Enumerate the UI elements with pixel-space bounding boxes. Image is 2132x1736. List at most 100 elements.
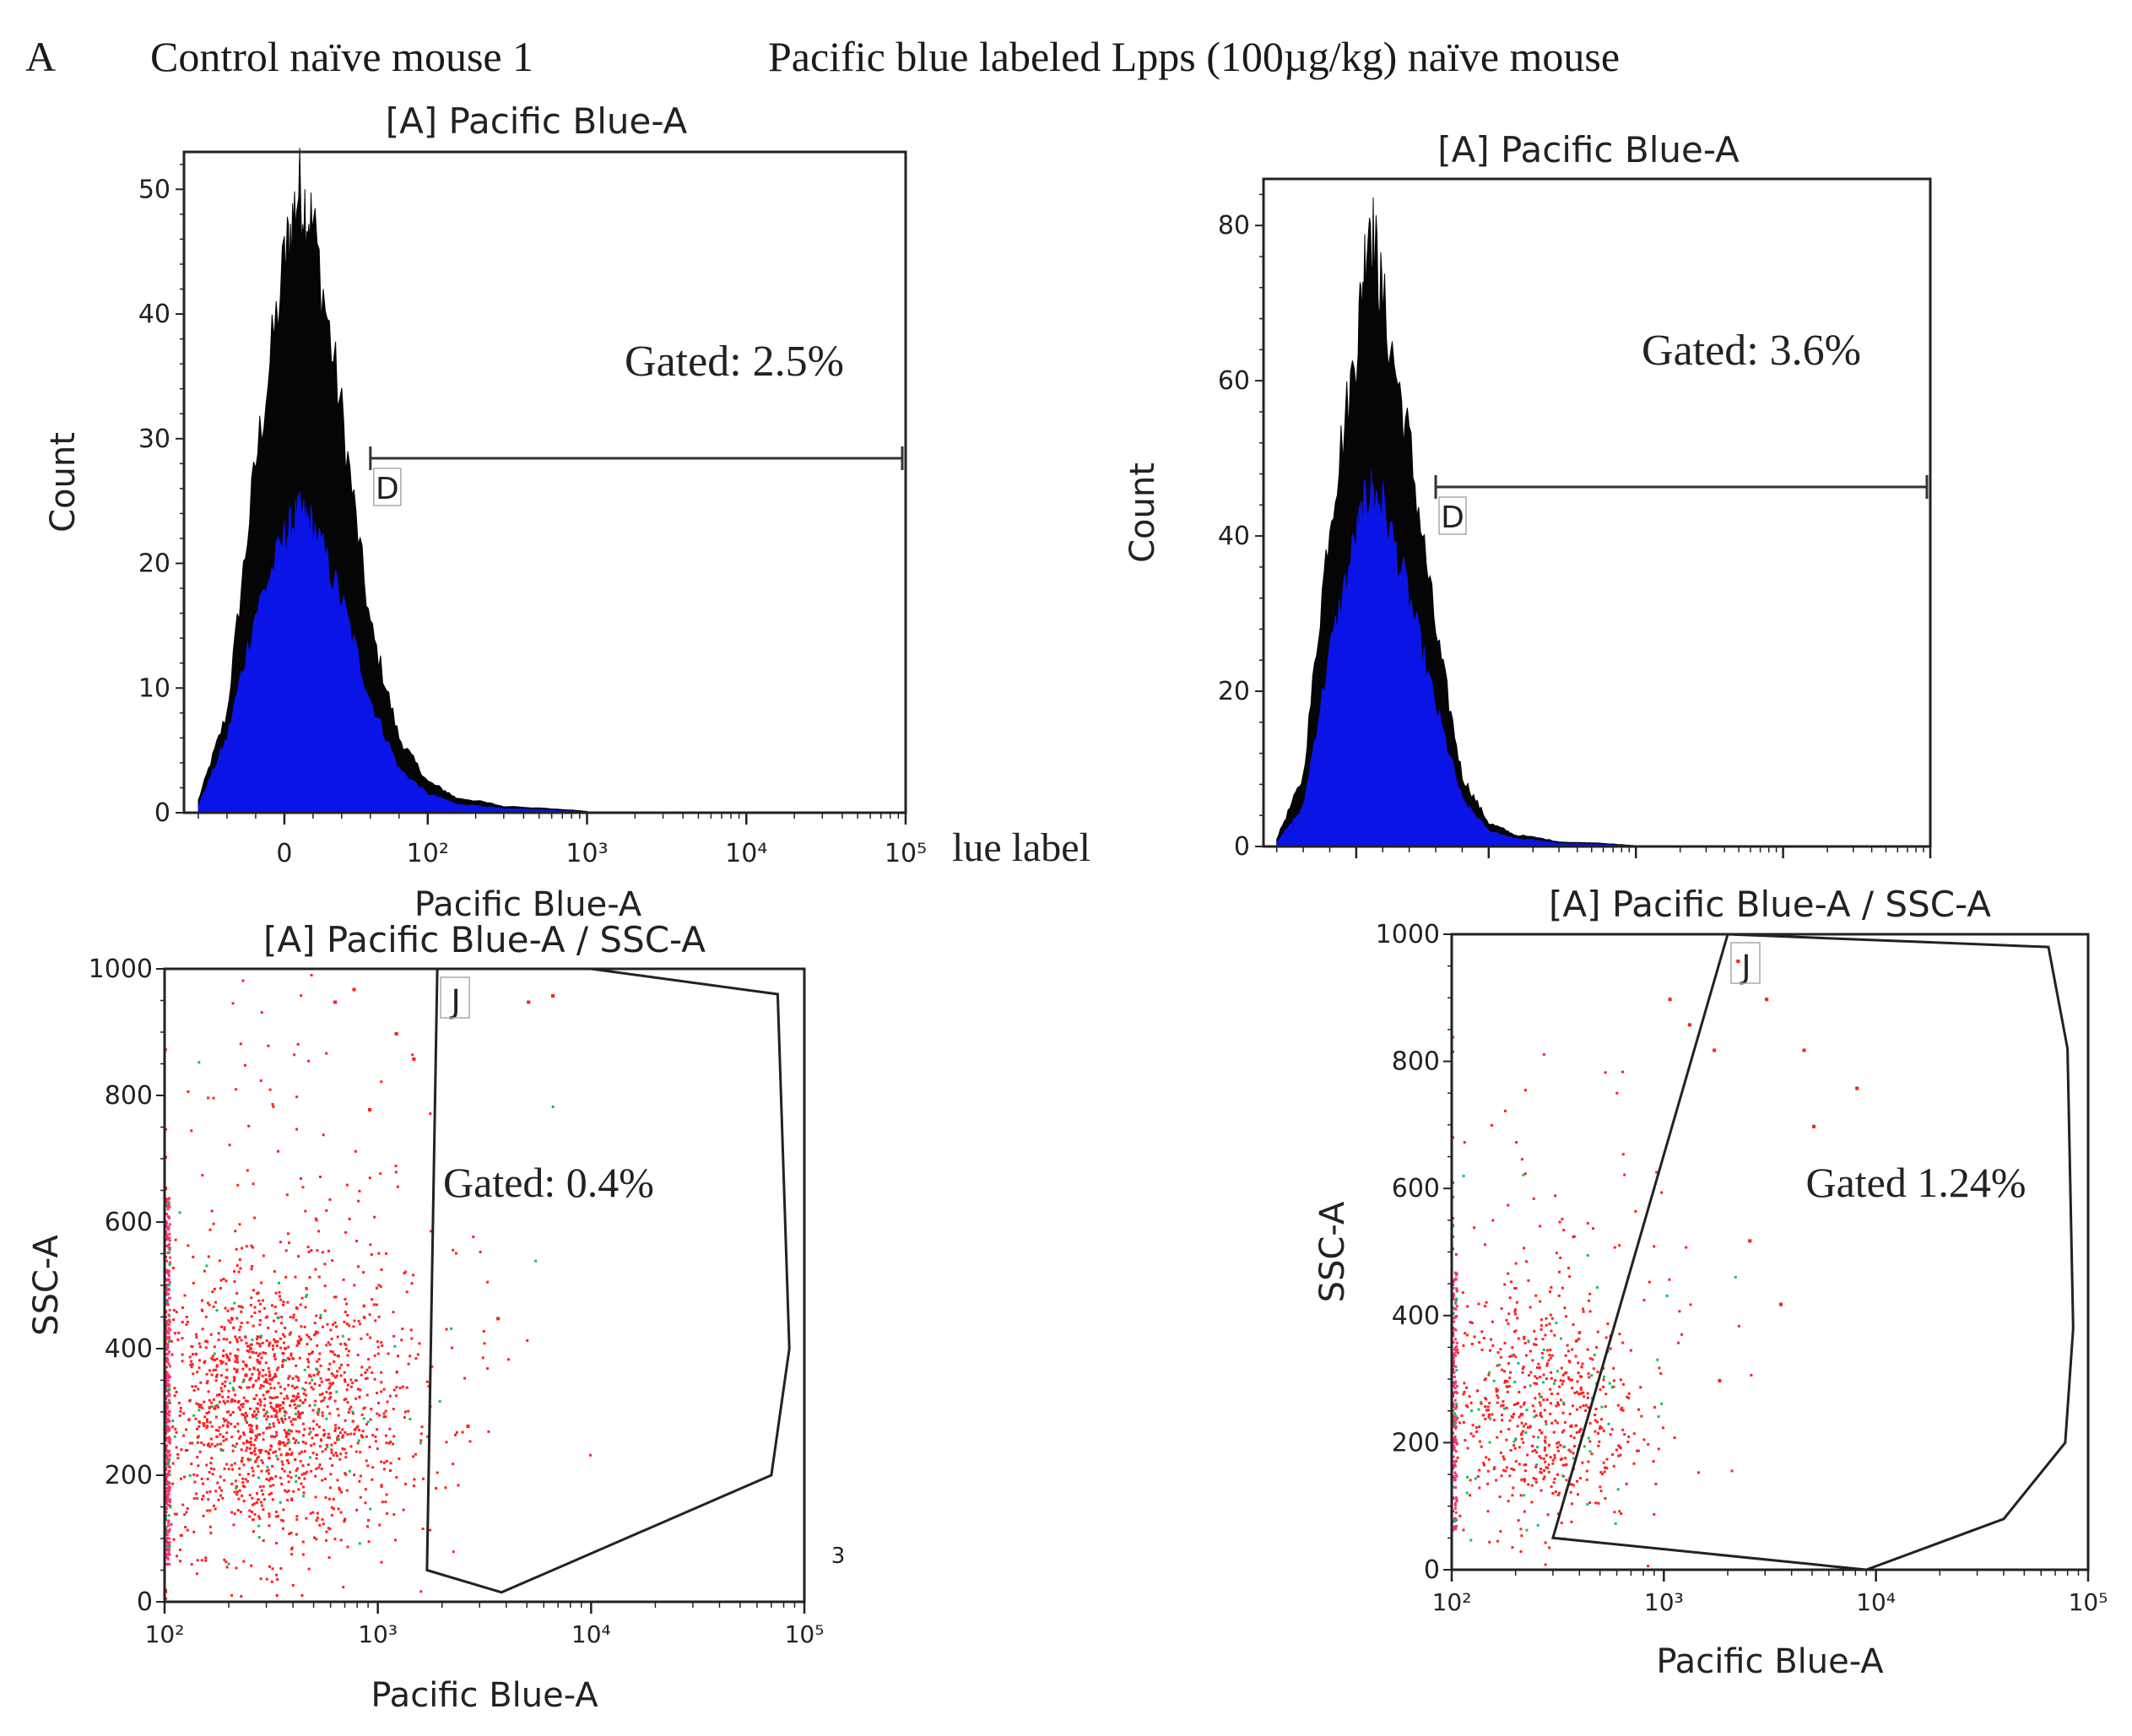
event-dot (284, 1417, 287, 1420)
event-dot (1576, 1380, 1579, 1383)
event-dot (1501, 1419, 1504, 1422)
event-dot (272, 1344, 274, 1348)
event-dot (420, 1425, 424, 1429)
event-dot (251, 1372, 254, 1376)
event-dot (387, 1352, 390, 1355)
event-dot (219, 1279, 223, 1282)
edge-event-dot (1453, 1435, 1457, 1438)
event-dot (220, 1449, 224, 1452)
edge-event-dot (167, 1327, 170, 1330)
event-dot (1561, 1430, 1564, 1434)
event-dot (364, 1371, 367, 1374)
event-dot (1556, 1441, 1559, 1445)
event-dot (235, 1360, 239, 1364)
event-dot (236, 1430, 240, 1433)
event-dot (205, 1463, 208, 1467)
event-dot (1548, 1546, 1551, 1549)
event-dot (276, 1578, 279, 1582)
event-dot (1665, 1294, 1669, 1297)
edge-event-dot (1453, 1464, 1457, 1468)
event-dot (289, 1316, 292, 1319)
event-dot (1623, 1433, 1626, 1436)
event-dot (265, 1339, 268, 1343)
edge-event-dot (165, 1268, 169, 1272)
event-dot (1627, 1436, 1631, 1438)
event-dot (253, 1306, 257, 1309)
event-dot (212, 1398, 215, 1401)
event-dot (308, 1382, 311, 1385)
event-dot (238, 1328, 241, 1332)
event-dot (244, 1419, 247, 1422)
event-dot (1512, 1403, 1516, 1406)
event-dot (257, 1410, 260, 1414)
event-dot (1544, 1441, 1547, 1444)
event-dot (1542, 1398, 1545, 1402)
event-dot (345, 1183, 349, 1187)
event-dot (291, 1357, 295, 1360)
outlier-dot (1765, 998, 1769, 1002)
event-dot (1584, 1403, 1588, 1407)
event-dot (272, 1422, 275, 1425)
event-dot (204, 1556, 208, 1560)
event-dot (1496, 1436, 1499, 1439)
event-dot (1562, 1229, 1566, 1232)
event-dot (1653, 1245, 1656, 1248)
event-dot (234, 1399, 236, 1403)
edge-event-dot (168, 1281, 171, 1284)
event-dot (1524, 1431, 1528, 1434)
gate-name: D (1441, 500, 1464, 535)
event-dot (219, 1387, 223, 1390)
event-dot (206, 1444, 209, 1447)
event-dot (1616, 1488, 1620, 1491)
event-dot (384, 1415, 387, 1419)
edge-event-dot (1453, 1506, 1457, 1510)
event-dot (259, 1336, 262, 1339)
event-dot (1475, 1389, 1479, 1393)
event-dot (279, 1453, 283, 1457)
event-dot (341, 1334, 344, 1338)
event-dot (287, 1345, 290, 1349)
event-dot (219, 1489, 223, 1492)
event-dot (165, 1366, 168, 1369)
event-dot (241, 1403, 245, 1406)
event-dot (385, 1459, 388, 1463)
event-dot (190, 1463, 193, 1466)
event-dot (268, 1472, 270, 1475)
event-dot (1554, 1490, 1557, 1494)
histogram-title: [A] Pacific Blue-A (1437, 129, 1740, 170)
event-dot (329, 1395, 333, 1398)
event-dot (1456, 1416, 1459, 1420)
edge-event-dot (165, 1529, 169, 1533)
edge-event-dot (1453, 1502, 1457, 1506)
event-dot (342, 1586, 345, 1589)
event-dot (1578, 1375, 1582, 1378)
edge-event-dot (165, 1385, 169, 1388)
event-dot (262, 1385, 265, 1388)
edge-event-dot (165, 1552, 168, 1555)
event-dot (1518, 1463, 1521, 1466)
event-dot (1556, 1393, 1560, 1395)
event-dot (273, 1319, 275, 1322)
edge-event-dot (1453, 1520, 1456, 1522)
event-dot (355, 1240, 359, 1242)
y-axis-label: SSC-A (1313, 1201, 1352, 1302)
event-dot (260, 1489, 263, 1492)
event-dot (333, 1538, 337, 1541)
edge-event-dot (1455, 1289, 1458, 1291)
event-dot (235, 1485, 238, 1488)
edge-event-dot (166, 1472, 170, 1475)
event-dot (349, 1432, 353, 1436)
event-dot (1634, 1209, 1637, 1213)
event-dot (317, 1409, 321, 1413)
event-dot (1512, 1440, 1516, 1443)
event-dot (275, 1430, 279, 1434)
event-dot (1495, 1387, 1498, 1391)
event-dot (315, 1538, 318, 1541)
event-dot (286, 1459, 289, 1462)
event-dot (262, 1431, 265, 1435)
event-dot (1514, 1329, 1518, 1333)
event-dot (368, 1313, 371, 1317)
event-dot (288, 1416, 291, 1420)
event-dot (311, 1511, 315, 1514)
event-dot (249, 1430, 252, 1433)
